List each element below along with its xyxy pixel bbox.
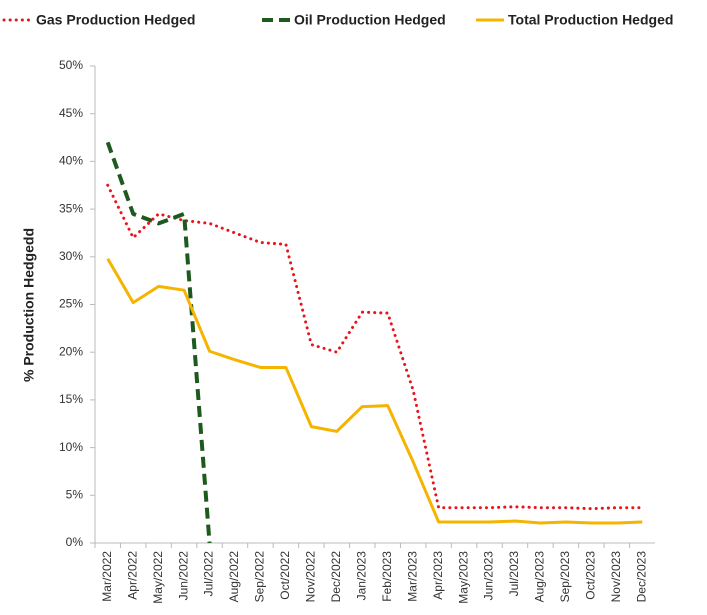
x-tick-label: Dec/2023: [634, 551, 648, 603]
x-tick-label: Nov/2023: [609, 551, 623, 603]
x-tick-label: Aug/2023: [533, 551, 547, 603]
legend-label: Gas Production Hedged: [36, 12, 195, 28]
x-tick-label: May/2022: [151, 551, 165, 604]
y-tick-label: 40%: [59, 154, 83, 168]
legend-label: Total Production Hedged: [508, 12, 673, 28]
series-line: [105, 141, 212, 544]
x-tick-label: Apr/2023: [431, 551, 445, 600]
x-tick-label: Feb/2023: [380, 551, 394, 602]
legend-label: Oil Production Hedged: [294, 12, 446, 28]
y-tick-label: 20%: [59, 344, 83, 358]
series-line: [106, 183, 644, 511]
x-tick-label: Jan/2023: [354, 551, 368, 601]
x-tick-label: Jul/2023: [507, 551, 521, 597]
y-tick-label: 5%: [66, 487, 84, 501]
y-tick-label: 15%: [59, 392, 83, 406]
y-tick-label: 45%: [59, 106, 83, 120]
y-tick-label: 50%: [59, 58, 83, 72]
x-tick-label: Sep/2023: [558, 551, 572, 603]
x-tick-label: Mar/2022: [100, 551, 114, 602]
x-tick-label: Jun/2023: [482, 551, 496, 601]
x-tick-label: Dec/2022: [329, 551, 343, 603]
x-tick-label: May/2023: [456, 551, 470, 604]
series-line: [106, 257, 643, 525]
y-tick-label: 0%: [66, 535, 84, 549]
x-tick-label: Apr/2022: [125, 551, 139, 600]
x-tick-label: Aug/2022: [227, 551, 241, 603]
x-tick-label: Mar/2023: [405, 551, 419, 602]
y-axis-label: % Production Hedgedd: [21, 228, 37, 382]
x-tick-label: Oct/2023: [584, 551, 598, 600]
y-tick-label: 30%: [59, 249, 83, 263]
x-tick-label: Nov/2022: [304, 551, 318, 603]
y-tick-label: 10%: [59, 440, 83, 454]
y-tick-label: 25%: [59, 297, 83, 311]
x-tick-label: Sep/2022: [253, 551, 267, 603]
x-tick-label: Oct/2022: [278, 551, 292, 600]
x-tick-label: Jul/2022: [202, 551, 216, 597]
y-tick-label: 35%: [59, 201, 83, 215]
x-tick-label: Jun/2022: [176, 551, 190, 601]
